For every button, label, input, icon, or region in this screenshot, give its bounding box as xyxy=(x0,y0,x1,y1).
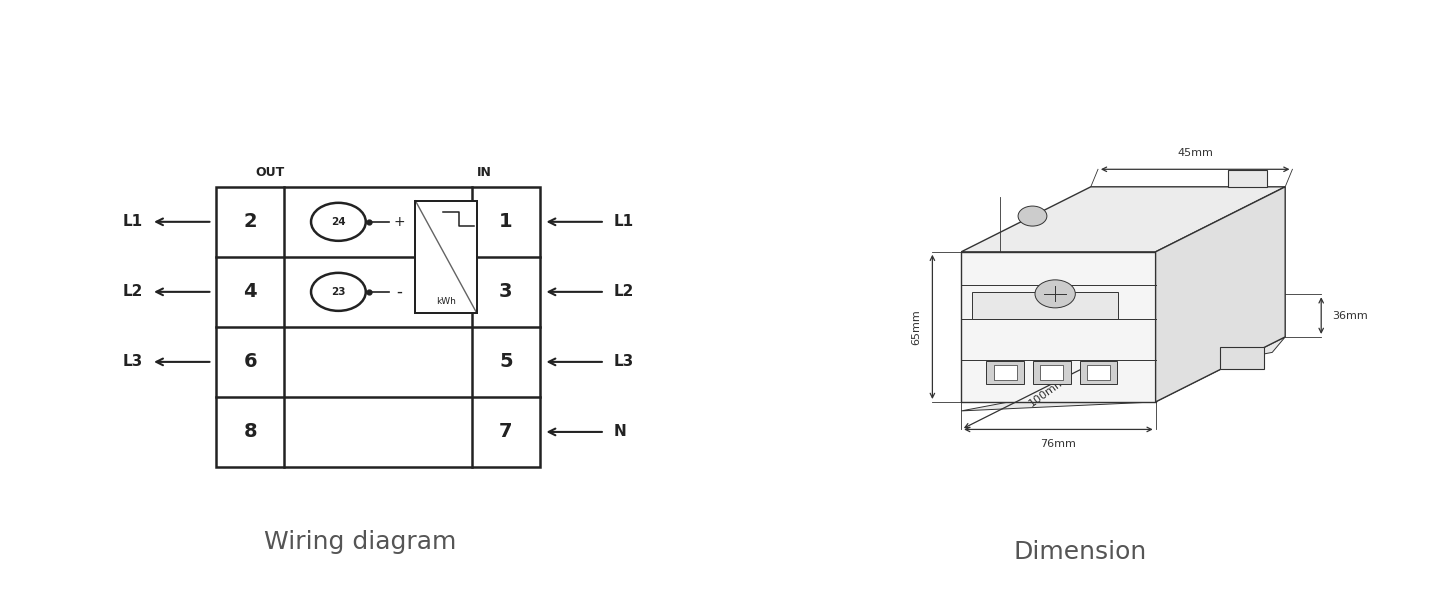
Bar xyxy=(416,201,477,313)
Text: Dimension: Dimension xyxy=(1014,540,1146,564)
Polygon shape xyxy=(962,252,1155,402)
Text: L1: L1 xyxy=(613,214,634,229)
Bar xyxy=(1087,365,1110,381)
Polygon shape xyxy=(962,187,1284,252)
Text: 1: 1 xyxy=(500,213,513,231)
Bar xyxy=(1080,361,1117,384)
Circle shape xyxy=(1018,206,1047,226)
Polygon shape xyxy=(1221,347,1264,369)
Bar xyxy=(216,187,540,467)
Text: 5: 5 xyxy=(500,352,513,371)
Bar xyxy=(994,365,1017,381)
Text: 100mm: 100mm xyxy=(1027,375,1068,408)
Polygon shape xyxy=(1227,170,1267,187)
Circle shape xyxy=(1035,280,1076,308)
Text: Wiring diagram: Wiring diagram xyxy=(264,530,456,554)
Bar xyxy=(1041,365,1063,381)
Polygon shape xyxy=(962,337,1284,411)
Text: N: N xyxy=(613,424,626,439)
Text: +: + xyxy=(393,215,405,229)
Text: OUT: OUT xyxy=(255,166,285,179)
Text: 76mm: 76mm xyxy=(1041,439,1076,449)
Text: 8: 8 xyxy=(243,423,256,442)
Text: 23: 23 xyxy=(331,287,346,297)
Circle shape xyxy=(311,273,366,311)
Text: 4: 4 xyxy=(243,282,256,301)
Text: 65mm: 65mm xyxy=(912,309,922,345)
Text: 24: 24 xyxy=(331,217,346,227)
Polygon shape xyxy=(1155,187,1284,402)
Text: 36mm: 36mm xyxy=(1332,311,1368,321)
Text: kWh: kWh xyxy=(436,297,456,307)
Text: 6: 6 xyxy=(243,352,256,371)
Text: L1: L1 xyxy=(122,214,143,229)
Text: L3: L3 xyxy=(122,355,143,369)
Text: -: - xyxy=(396,283,402,301)
Text: IN: IN xyxy=(478,166,492,179)
Text: L2: L2 xyxy=(613,284,634,300)
Bar xyxy=(1034,361,1071,384)
Bar xyxy=(986,361,1024,384)
Text: 3: 3 xyxy=(500,282,513,301)
Circle shape xyxy=(311,203,366,241)
Text: 7: 7 xyxy=(500,423,513,442)
Text: 2: 2 xyxy=(243,213,256,231)
Text: L2: L2 xyxy=(122,284,143,300)
Text: 45mm: 45mm xyxy=(1178,148,1212,158)
Bar xyxy=(972,292,1119,319)
Text: Wiring and Dimension: Wiring and Dimension xyxy=(495,29,945,63)
Text: L3: L3 xyxy=(613,355,634,369)
